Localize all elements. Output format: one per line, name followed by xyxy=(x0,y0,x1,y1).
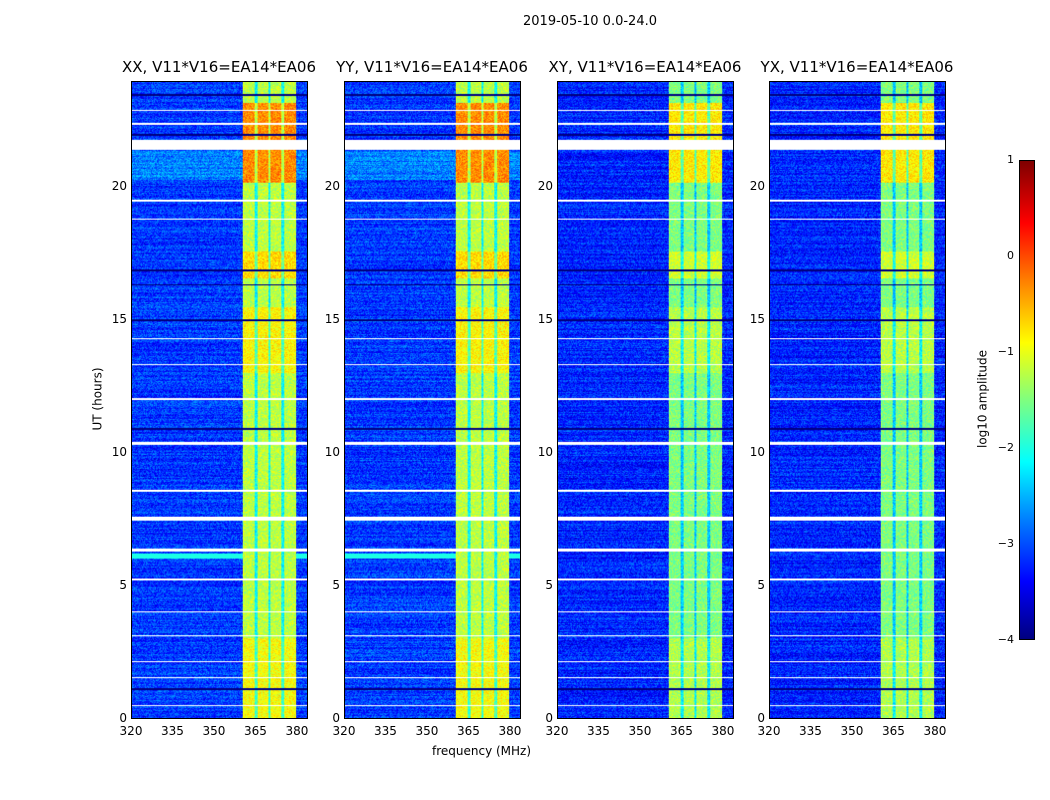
figure-title: 2019-05-10 0.0-24.0 xyxy=(523,14,657,29)
x-tick-label: 380 xyxy=(711,724,735,738)
y-tick-label: 10 xyxy=(537,445,553,460)
spectrogram-panel-yx xyxy=(769,81,946,719)
y-tick-label: 5 xyxy=(332,578,340,593)
y-tick-label: 15 xyxy=(111,312,127,327)
spectrogram-panel-xy xyxy=(557,81,734,719)
spectrogram-image xyxy=(132,82,307,718)
y-tick-label: 0 xyxy=(757,711,765,725)
x-tick-label: 380 xyxy=(498,724,522,738)
y-tick-label: 5 xyxy=(119,578,127,593)
x-tick-label: 335 xyxy=(374,724,397,738)
x-tick-label: 365 xyxy=(244,724,267,738)
x-tick-label: 350 xyxy=(628,724,652,738)
panel-title: XY, V11*V16=EA14*EA06 xyxy=(548,58,742,76)
y-tick-label: 10 xyxy=(324,445,340,460)
x-tick-label: 350 xyxy=(202,724,226,738)
x-tick-label: 335 xyxy=(161,724,184,738)
y-tick-label: 0 xyxy=(545,711,553,725)
y-tick-label: 10 xyxy=(111,445,127,460)
spectrogram-image xyxy=(345,82,520,718)
colorbar-tick-label: −2 xyxy=(997,441,1014,454)
y-tick-label: 20 xyxy=(324,179,340,194)
x-tick-label: 320 xyxy=(545,724,569,738)
x-tick-label: 335 xyxy=(587,724,610,738)
y-tick-label: 10 xyxy=(749,445,765,460)
x-tick-label: 350 xyxy=(840,724,864,738)
y-tick-label: 15 xyxy=(537,312,553,327)
colorbar-tick-label: 0 xyxy=(1007,249,1014,262)
colorbar-tick-label: −1 xyxy=(997,345,1014,358)
panel-title: YY, V11*V16=EA14*EA06 xyxy=(336,58,528,76)
y-axis-label: UT (hours) xyxy=(90,367,105,431)
x-tick-label: 320 xyxy=(332,724,356,738)
x-tick-label: 365 xyxy=(882,724,905,738)
colorbar-tick-label: 1 xyxy=(1007,153,1014,166)
x-tick-label: 335 xyxy=(799,724,822,738)
x-tick-label: 365 xyxy=(670,724,693,738)
x-axis-label: frequency (MHz) xyxy=(432,744,532,758)
x-tick-label: 380 xyxy=(285,724,309,738)
y-tick-label: 0 xyxy=(119,711,127,725)
x-tick-label: 350 xyxy=(415,724,439,738)
colorbar-tick-label: −3 xyxy=(997,537,1014,550)
y-tick-label: 20 xyxy=(537,179,553,194)
x-tick-label: 320 xyxy=(119,724,143,738)
y-tick-label: 15 xyxy=(324,312,340,327)
y-tick-label: 5 xyxy=(545,578,553,593)
x-tick-label: 320 xyxy=(757,724,781,738)
y-tick-label: 15 xyxy=(749,312,765,327)
y-tick-label: 5 xyxy=(757,578,765,593)
x-tick-label: 380 xyxy=(923,724,947,738)
colorbar xyxy=(1019,160,1035,640)
y-tick-label: 0 xyxy=(332,711,340,725)
panel-title: XX, V11*V16=EA14*EA06 xyxy=(121,58,316,76)
spectrogram-panel-xx xyxy=(131,81,308,719)
panel-title: YX, V11*V16=EA14*EA06 xyxy=(760,58,954,76)
spectrogram-image xyxy=(770,82,945,718)
colorbar-tick-label: −4 xyxy=(997,633,1014,646)
spectrogram-image xyxy=(558,82,733,718)
colorbar-label: log10 amplitude xyxy=(975,350,990,449)
spectrogram-panel-yy xyxy=(344,81,521,719)
x-tick-label: 365 xyxy=(457,724,480,738)
y-tick-label: 20 xyxy=(111,179,127,194)
y-tick-label: 20 xyxy=(749,179,765,194)
